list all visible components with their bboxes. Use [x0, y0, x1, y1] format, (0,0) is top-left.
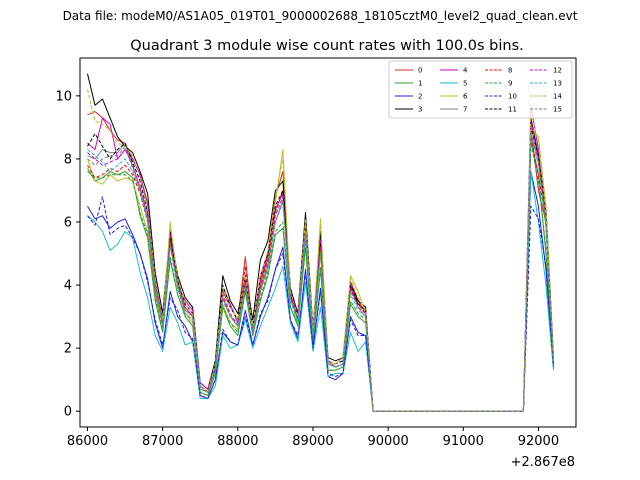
x-tick-label: 92000 — [518, 434, 559, 449]
x-tick-label: 89000 — [292, 434, 333, 449]
series-line-0 — [87, 111, 554, 412]
legend-frame — [388, 60, 573, 119]
y-tick-label: 4 — [64, 279, 72, 294]
legend-label-13: 13 — [553, 80, 562, 88]
plot-frame — [79, 57, 577, 428]
series-line-12 — [87, 120, 554, 412]
legend-label-0: 0 — [418, 67, 422, 75]
y-tick-label: 8 — [64, 152, 72, 167]
legend-label-7: 7 — [463, 106, 467, 114]
x-tick-label: 87000 — [142, 434, 183, 449]
legend-label-9: 9 — [508, 80, 512, 88]
series-line-1 — [87, 139, 554, 412]
legend-label-3: 3 — [418, 106, 422, 114]
x-offset-label: +2.867e8 — [511, 455, 575, 470]
legend-label-6: 6 — [463, 93, 468, 101]
series-line-4 — [87, 104, 554, 412]
y-tick-label: 6 — [64, 216, 72, 231]
x-tick-label: 88000 — [217, 434, 258, 449]
legend-label-1: 1 — [418, 80, 422, 88]
x-tick-label: 86000 — [67, 434, 108, 449]
series-line-14 — [87, 89, 554, 412]
legend-label-8: 8 — [508, 67, 512, 75]
y-tick-label: 0 — [64, 405, 72, 420]
legend-label-10: 10 — [508, 93, 517, 101]
legend-label-14: 14 — [553, 93, 562, 101]
x-tick-label: 90000 — [367, 434, 408, 449]
legend-label-11: 11 — [508, 106, 517, 114]
y-tick-label: 10 — [55, 89, 72, 104]
chart-suptitle: Data file: modeM0/AS1A05_019T01_90000026… — [63, 9, 578, 23]
series-line-15 — [87, 130, 554, 412]
chart-title: Quadrant 3 module wise count rates with … — [130, 38, 524, 54]
legend-label-4: 4 — [463, 67, 468, 75]
x-tick-label: 91000 — [443, 434, 484, 449]
series-line-9 — [87, 142, 554, 412]
axes-layer: 86000 87000 88000 89000 90000 91000 92000 0 2 4 6 8… — [55, 57, 577, 449]
legend-label-12: 12 — [553, 67, 562, 75]
series-layer — [87, 73, 554, 412]
legend-label-2: 2 — [418, 93, 422, 101]
legend-label-15: 15 — [553, 106, 562, 114]
legend-label-5: 5 — [463, 80, 467, 88]
y-tick-label: 2 — [64, 342, 72, 357]
